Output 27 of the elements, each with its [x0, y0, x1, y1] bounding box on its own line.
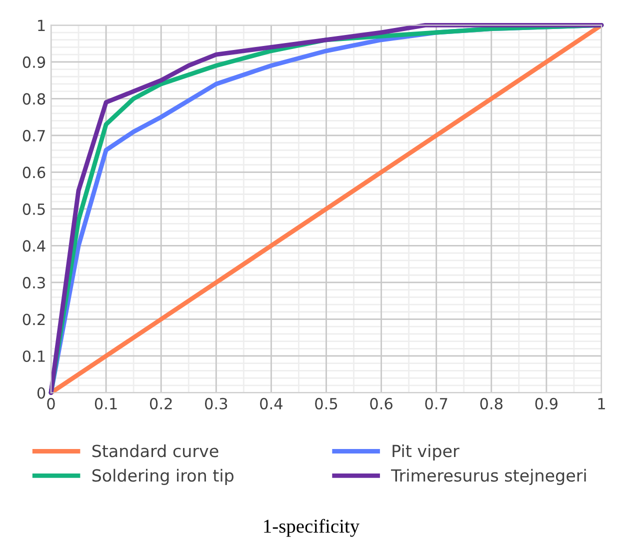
x-tick-label: 1 — [598, 398, 605, 410]
x-tick-label: 0.5 — [315, 398, 338, 410]
x-tick-label: 0.3 — [205, 398, 228, 410]
x-tick-label: 0.1 — [94, 398, 117, 410]
legend-label: Standard curve — [92, 444, 218, 458]
x-tick-label: 0.6 — [370, 398, 392, 410]
y-tick-label: 0.4 — [22, 240, 46, 252]
x-tick-label: 0.4 — [260, 398, 282, 410]
x-tick-label: 0.9 — [535, 398, 558, 410]
text: 1-specificity — [264, 518, 360, 537]
y-tick-label: 0.5 — [22, 203, 45, 215]
y-tick-label: 0.8 — [22, 93, 46, 105]
y-tick-label: 0.1 — [22, 350, 45, 362]
legend-label: Soldering iron tip — [92, 468, 234, 485]
y-tick-label: 0.9 — [22, 56, 46, 68]
y-tick-label: 1 — [38, 20, 45, 31]
x-tick-label: 0.7 — [425, 398, 448, 410]
y-tick-label: 0.6 — [22, 166, 46, 178]
x-tick-label: 0.2 — [150, 398, 172, 410]
legend-label: Pit viper — [392, 444, 460, 461]
y-tick-label: 0 — [37, 387, 46, 399]
x-tick-label: 0 — [47, 398, 55, 410]
y-tick-label: 0.7 — [22, 130, 45, 142]
y-tick-label: 0.3 — [22, 276, 45, 288]
legend-label: Trimeresurus stejnegeri — [391, 468, 586, 485]
x-tick-label: 0.8 — [480, 398, 502, 410]
y-tick-label: 0.2 — [22, 314, 45, 326]
